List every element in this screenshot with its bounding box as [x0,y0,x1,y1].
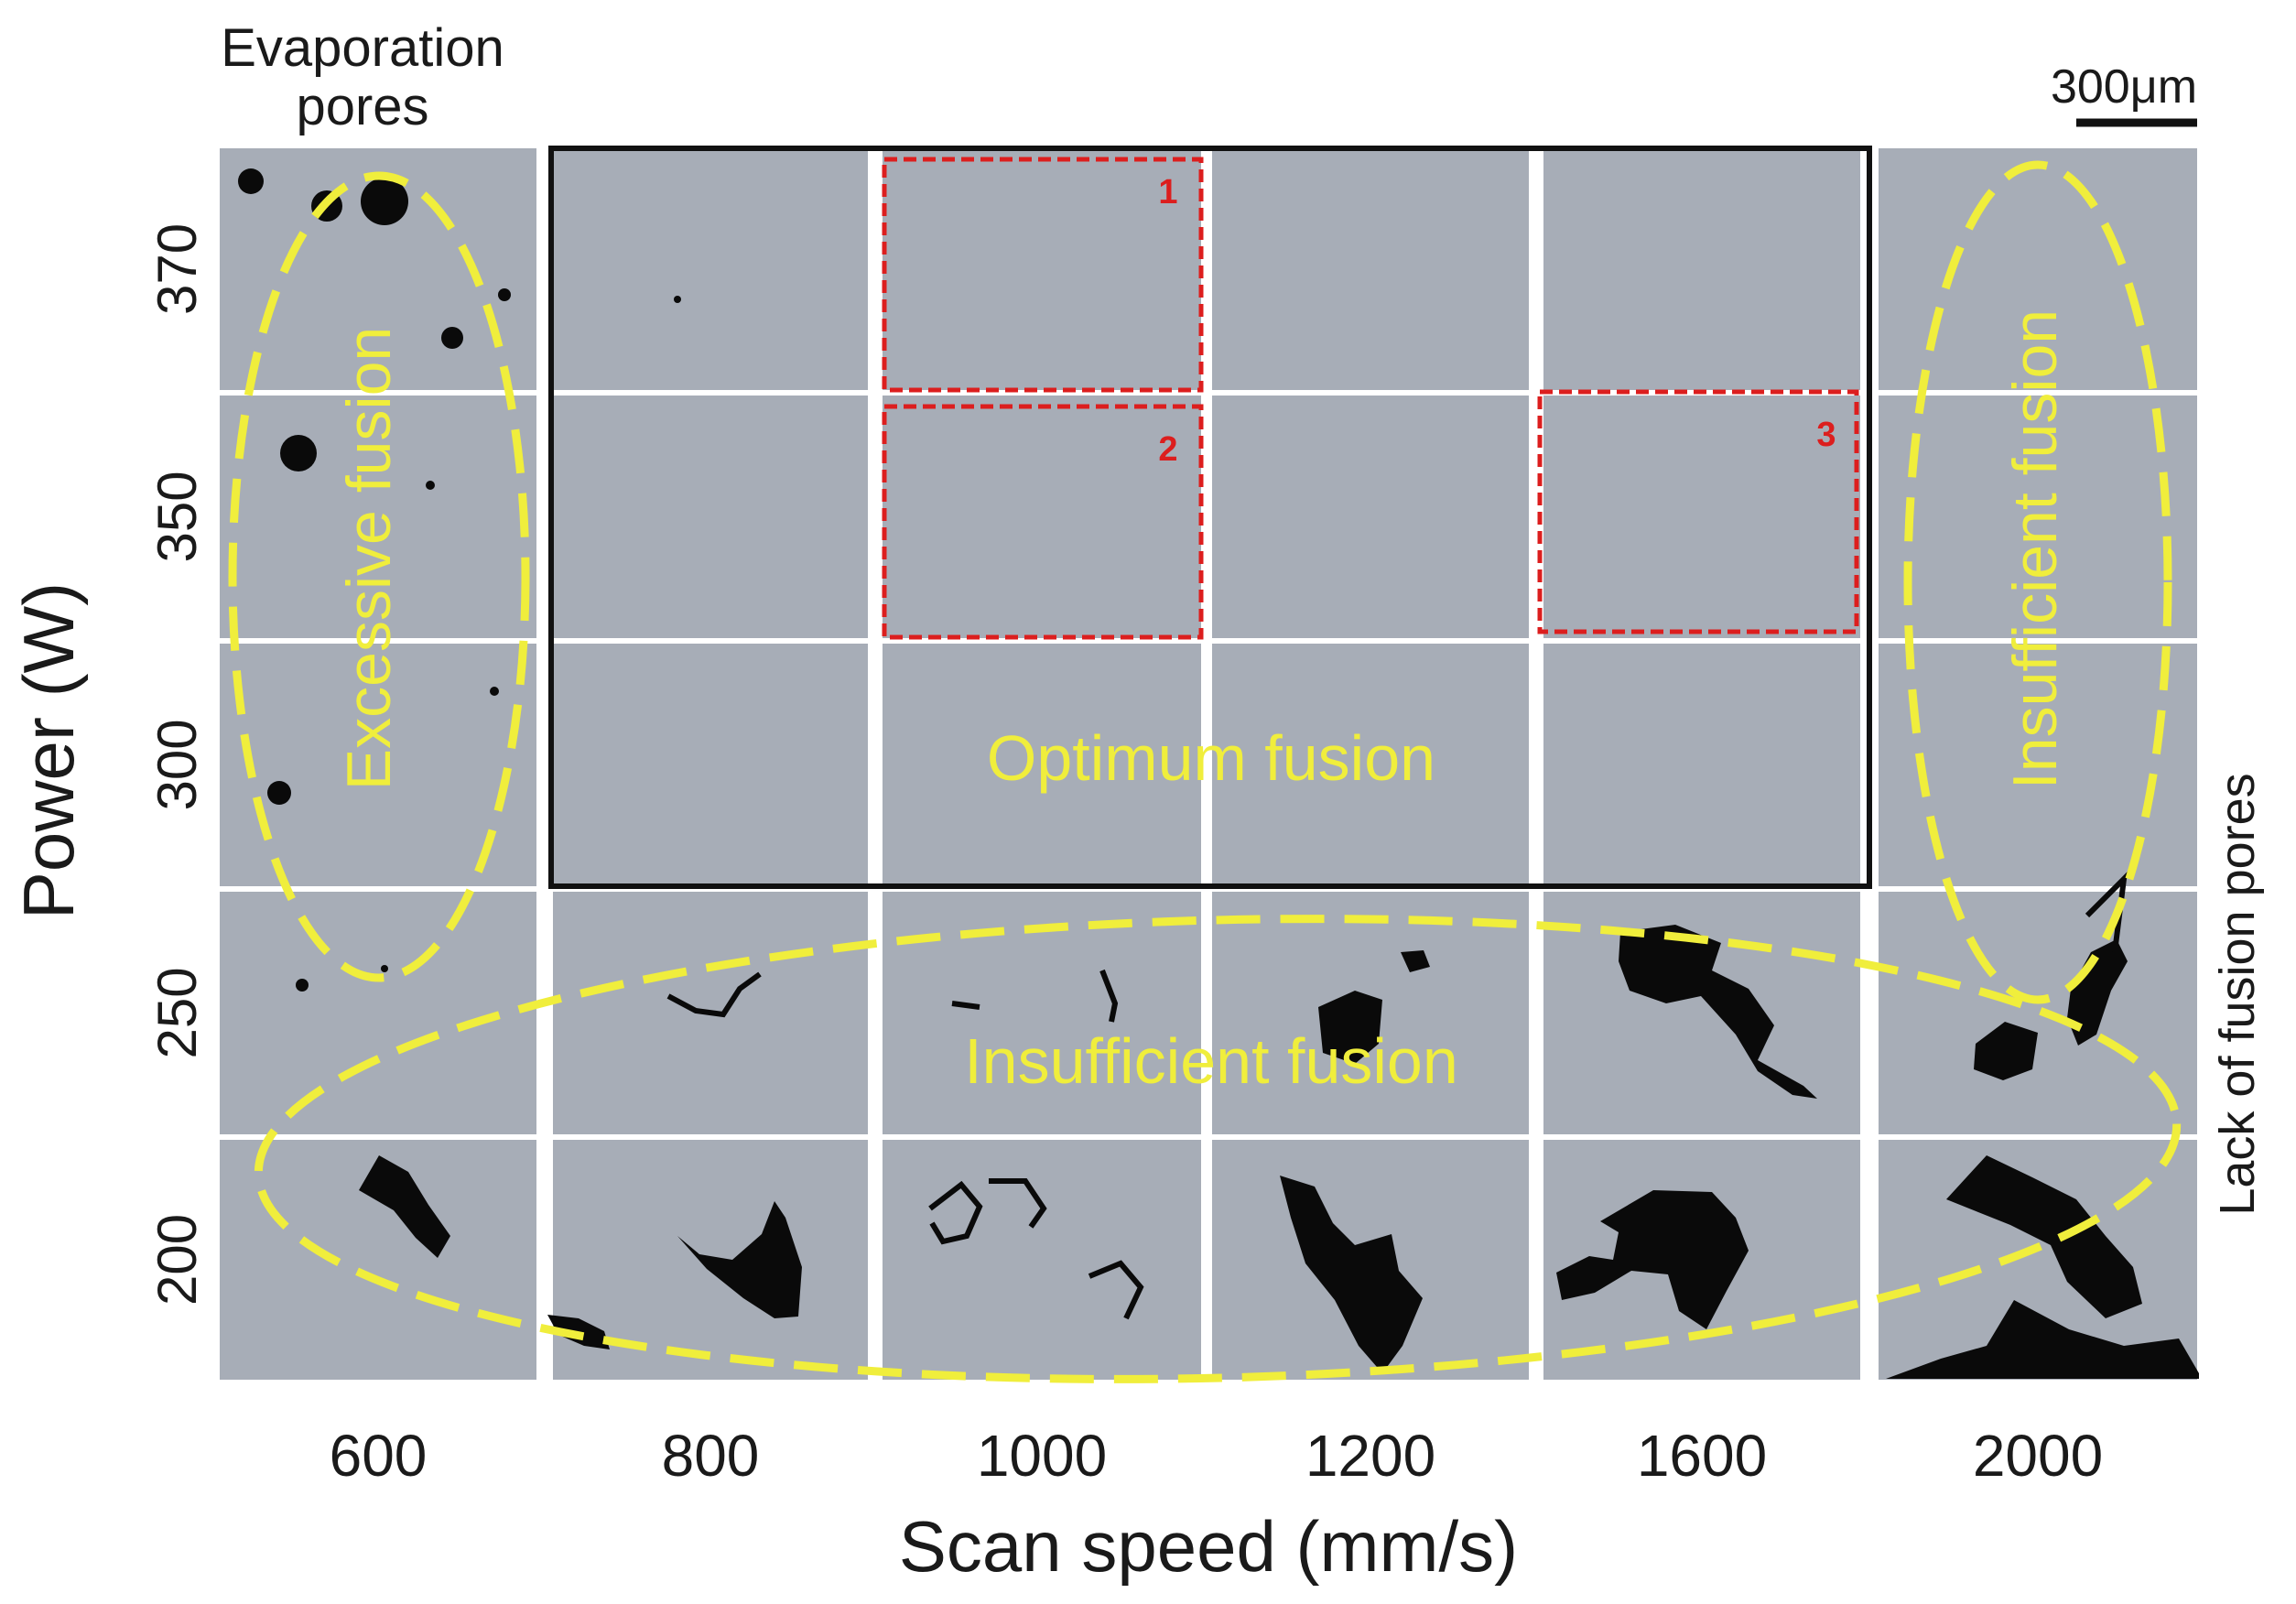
highlight-number-1: 1 [1158,173,1177,211]
lack-of-fusion-pore [1886,1300,2199,1379]
power-tick-labels: 370 350 300 250 200 [146,223,208,1306]
lack-of-fusion-pore [928,1180,983,1245]
lack-of-fusion-pore [989,1178,1047,1229]
lack-of-fusion-pore [359,1155,450,1258]
micrograph-panel-300W-2000 [1879,644,2197,886]
highlight-box-2 [882,404,1204,640]
region-outlines [228,160,2182,1383]
micrograph-panel-370W-1000 [883,148,1201,390]
lack-of-fusion-pores-label: Lack of fusion pores [2210,773,2265,1215]
lack-of-fusion-pore [1556,1190,1749,1329]
evaporation-pore [296,979,309,992]
highlight-boxes [882,157,1859,640]
lack-of-fusion-pore [1318,991,1382,1064]
micrograph-panel-300W-1200 [1212,644,1529,886]
evaporation-pores-label-line1: Evaporation [221,18,504,78]
lack-of-fusion-pore [1280,1176,1423,1373]
speed-tick-label: 1600 [1637,1423,1767,1489]
micrograph-panel-250W-2000 [1879,892,2197,1134]
scale-bar-label: 300μm [2051,60,2197,114]
optimum-region-frame [548,146,1872,889]
lack-of-fusion-pore [2067,939,2128,1046]
lack-of-fusion-pore [1619,925,1817,1099]
micrograph-panel-370W-1200 [1212,148,1529,390]
insufficient-fusion-label-bottom: Insufficient fusion [964,1025,1458,1097]
power-tick-label: 250 [146,967,208,1058]
evaporation-pores-label-line2: pores [296,77,428,136]
excessive-fusion-ellipse [228,171,530,982]
speed-tick-labels: 600 800 1000 1200 1600 2000 [330,1423,2104,1489]
evaporation-pore [267,781,291,805]
lack-of-fusion-pore [1946,1155,2142,1318]
power-tick-label: 350 [146,471,208,562]
speed-tick-label: 600 [330,1423,428,1489]
micrograph-panel-350W-1200 [1212,396,1529,638]
insufficient-fusion-label-right: Insufficient fusion [2000,309,2070,789]
micrograph-panel-250W-600 [220,892,536,1134]
micrograph-panel-350W-800 [553,396,868,638]
evaporation-pore [280,435,317,471]
speed-tick-label: 1000 [977,1423,1107,1489]
optimum-fusion-label: Optimum fusion [987,722,1435,794]
evaporation-pore [238,168,264,194]
power-tick-label: 300 [146,719,208,810]
micrograph-panel-350W-1000 [883,396,1201,638]
micrograph-panel-200W-1000 [883,1140,1201,1380]
y-axis-title: Power (W) [8,582,89,919]
evaporation-pore [674,296,681,303]
highlight-number-3: 3 [1816,416,1836,454]
evaporation-pore [441,327,463,349]
pore-layer [238,168,2199,1379]
excessive-fusion-label: Excessive fusion [334,327,404,790]
lack-of-fusion-pore [1088,1260,1144,1320]
lack-of-fusion-pore [1099,969,1119,1023]
insufficient-fusion-right-ellipse [1903,160,2172,1004]
highlight-box-3 [1537,389,1859,634]
micrograph-panel-300W-800 [553,644,868,886]
micrograph-panel-370W-800 [553,148,868,390]
micrograph-panel-350W-1600 [1543,396,1860,638]
micrograph-panel-350W-600 [220,396,536,638]
micrograph-panel-300W-1000 [883,644,1201,886]
power-tick-label: 370 [146,223,208,315]
micrograph-panel-300W-1600 [1543,644,1860,886]
evaporation-pore [498,288,511,301]
evaporation-pore [490,687,499,696]
pore-fragments [666,871,2128,1320]
lack-of-fusion-pore [677,1201,802,1318]
speed-tick-label: 2000 [1973,1423,2103,1489]
evaporation-pore [361,178,408,225]
x-axis-title: Scan speed (mm/s) [899,1506,1518,1587]
lack-of-fusion-pore [1401,950,1430,972]
evaporation-pore [426,481,435,490]
highlight-box-1 [882,157,1204,393]
lack-of-fusion-pore [1974,1022,2038,1080]
speed-tick-label: 1200 [1305,1423,1435,1489]
lack-of-fusion-pore [666,971,762,1018]
micrograph-panel-370W-1600 [1543,148,1860,390]
highlight-number-2: 2 [1158,430,1177,469]
insufficient-fusion-bottom-ellipse [254,915,2182,1383]
lack-of-fusion-pore [2085,871,2128,953]
micrograph-panel-350W-2000 [1879,396,2197,638]
speed-tick-label: 800 [662,1423,760,1489]
evaporation-pore [381,965,388,972]
power-tick-label: 200 [146,1214,208,1306]
lack-of-fusion-pore [951,1001,980,1010]
